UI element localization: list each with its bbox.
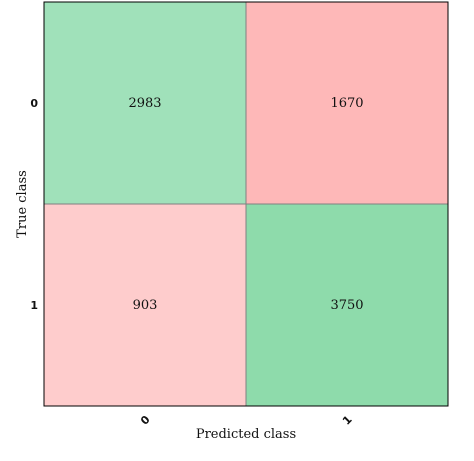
x-axis-label: Predicted class [196,427,296,442]
heatmap-cells [43,1,449,407]
cell-value-r1-c0: 903 [133,298,158,313]
plot-frame [43,1,449,407]
y-axis-ticks: 01 [30,97,38,312]
y-tick-label-1: 1 [30,299,38,312]
heatmap-cell-r0-c1 [245,1,449,205]
x-tick-label-1: 1 [340,413,355,428]
heatmap-cell-r0-c0 [43,1,247,205]
cell-value-r0-c0: 2983 [128,96,161,111]
cell-value-r0-c1: 1670 [330,96,363,111]
heatmap-cell-r1-c0 [43,203,247,407]
cell-value-labels: 2983 1670 903 3750 [128,96,363,313]
heatmap-cell-r1-c1 [245,203,449,407]
y-tick-label-0: 0 [30,97,38,110]
cell-value-r1-c1: 3750 [330,298,363,313]
x-tick-label-0: 0 [138,413,153,428]
y-axis-label: True class [15,170,30,238]
